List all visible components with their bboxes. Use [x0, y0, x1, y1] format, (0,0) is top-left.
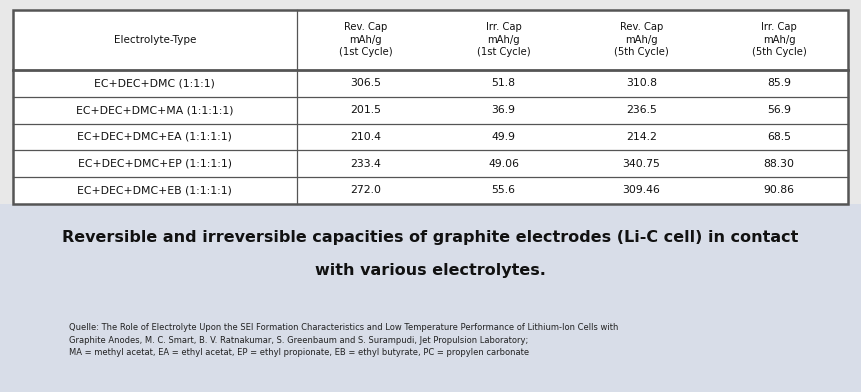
Bar [0, 0, 861, 204]
Text: Irr. Cap
mAh/g
(5th Cycle): Irr. Cap mAh/g (5th Cycle) [752, 22, 807, 57]
Text: EC+DEC+DMC+EP (1:1:1:1): EC+DEC+DMC+EP (1:1:1:1) [77, 159, 232, 169]
Text: 233.4: 233.4 [350, 159, 381, 169]
Text: 309.46: 309.46 [623, 185, 660, 196]
Text: Rev. Cap
mAh/g
(1st Cycle): Rev. Cap mAh/g (1st Cycle) [339, 22, 393, 57]
Text: Quelle: The Role of Electrolyte Upon the SEI Formation Characteristics and Low T: Quelle: The Role of Electrolyte Upon the… [69, 323, 618, 358]
Text: 90.86: 90.86 [764, 185, 795, 196]
Text: 340.75: 340.75 [623, 159, 660, 169]
Text: 210.4: 210.4 [350, 132, 381, 142]
Text: 306.5: 306.5 [350, 78, 381, 88]
Bar [13, 10, 848, 204]
Text: 51.8: 51.8 [492, 78, 516, 88]
Text: Reversible and irreversible capacities of graphite electrodes (Li-C cell) in con: Reversible and irreversible capacities o… [62, 230, 799, 245]
Text: EC+DEC+DMC (1:1:1): EC+DEC+DMC (1:1:1) [95, 78, 215, 88]
Text: 214.2: 214.2 [626, 132, 657, 142]
Bar [0, 204, 861, 392]
Text: 49.9: 49.9 [492, 132, 516, 142]
Text: 68.5: 68.5 [767, 132, 791, 142]
Text: EC+DEC+DMC+MA (1:1:1:1): EC+DEC+DMC+MA (1:1:1:1) [76, 105, 233, 115]
Text: 310.8: 310.8 [626, 78, 657, 88]
Text: 36.9: 36.9 [492, 105, 516, 115]
Text: 56.9: 56.9 [767, 105, 791, 115]
Text: 236.5: 236.5 [626, 105, 657, 115]
Text: Electrolyte-Type: Electrolyte-Type [114, 35, 196, 45]
Text: Irr. Cap
mAh/g
(1st Cycle): Irr. Cap mAh/g (1st Cycle) [477, 22, 530, 57]
Text: 88.30: 88.30 [764, 159, 795, 169]
Text: EC+DEC+DMC+EA (1:1:1:1): EC+DEC+DMC+EA (1:1:1:1) [77, 132, 232, 142]
Text: Rev. Cap
mAh/g
(5th Cycle): Rev. Cap mAh/g (5th Cycle) [614, 22, 669, 57]
Text: with various electrolytes.: with various electrolytes. [315, 263, 546, 278]
Text: 201.5: 201.5 [350, 105, 381, 115]
Text: 85.9: 85.9 [767, 78, 791, 88]
Text: 49.06: 49.06 [488, 159, 519, 169]
Text: 55.6: 55.6 [492, 185, 516, 196]
Text: 272.0: 272.0 [350, 185, 381, 196]
Bar [13, 10, 848, 204]
Text: EC+DEC+DMC+EB (1:1:1:1): EC+DEC+DMC+EB (1:1:1:1) [77, 185, 232, 196]
